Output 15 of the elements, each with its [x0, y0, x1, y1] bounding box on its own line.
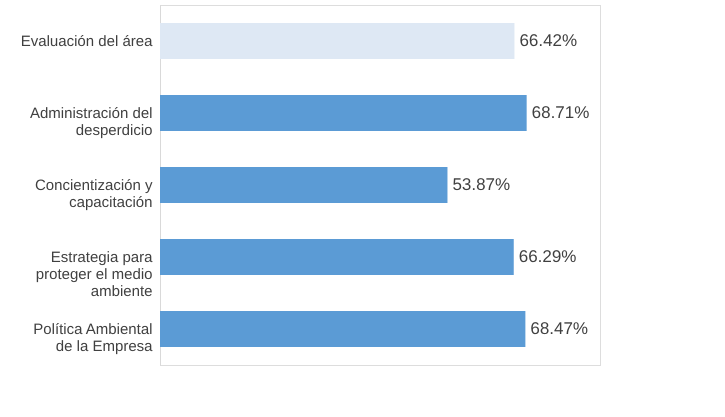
- y-tick-label: Política Ambiental de la Empresa: [33, 321, 154, 355]
- data-label: 68.71%: [532, 103, 590, 122]
- y-tick-label: Concientización y capacitación: [34, 177, 153, 211]
- bar: [160, 239, 514, 275]
- data-label: 66.29%: [518, 247, 576, 266]
- data-label: 68.47%: [530, 319, 588, 338]
- bar: [160, 167, 448, 203]
- bar: [160, 311, 526, 347]
- y-tick-label: Evaluación del área: [20, 33, 154, 50]
- bar: [160, 95, 527, 131]
- y-tick-label: Estrategia para proteger el medio ambiente: [36, 249, 154, 300]
- bar: [160, 23, 514, 59]
- data-label: 66.42%: [519, 31, 578, 50]
- y-tick-label: Administración del desperdicio: [30, 105, 152, 139]
- data-label: 53.87%: [452, 175, 510, 194]
